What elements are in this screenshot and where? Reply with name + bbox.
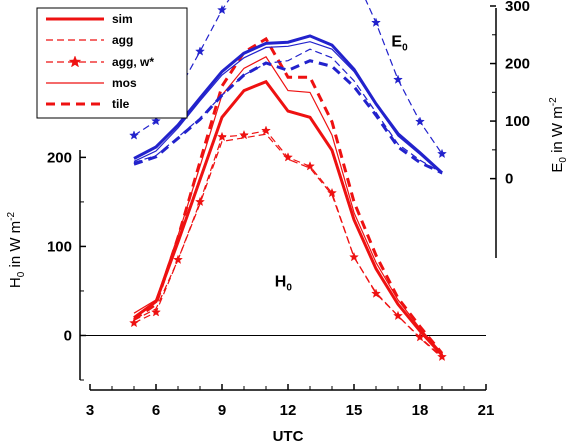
y-right-tick-label: 200 xyxy=(505,56,530,73)
y-left-tick-label: 0 xyxy=(64,327,72,344)
data-point-star xyxy=(415,332,425,342)
data-point-star xyxy=(437,351,447,362)
e0-annotation: E0 xyxy=(391,33,408,53)
legend-label-agg: agg xyxy=(112,33,133,47)
y-right-tick-label: 100 xyxy=(505,113,530,130)
y-left-tick-label: 100 xyxy=(47,238,72,255)
data-point-star xyxy=(151,307,161,317)
h0-annotation: H0 xyxy=(275,274,293,294)
data-point-star xyxy=(151,115,161,126)
data-point-star xyxy=(437,148,447,159)
series-line-h-agg xyxy=(133,133,443,359)
data-point-star xyxy=(239,129,249,140)
y-right-tick-label: 0 xyxy=(505,171,513,188)
series-line-e-tile xyxy=(133,59,443,175)
x-tick-label: 21 xyxy=(478,402,495,419)
y-right-tick-label: 300 xyxy=(505,0,530,15)
legend-label-sim: sim xyxy=(112,12,133,26)
data-point-star xyxy=(261,125,271,135)
data-point-star xyxy=(173,254,183,265)
legend-star-marker xyxy=(68,55,82,68)
legend: sim agg agg, w* mos tile xyxy=(36,7,188,119)
legend-label-tile: tile xyxy=(112,97,130,111)
x-tick-label: 15 xyxy=(346,402,363,419)
data-point-star xyxy=(129,317,139,328)
x-tick-label: 9 xyxy=(218,402,226,419)
data-point-star xyxy=(129,130,139,140)
x-tick-label: 6 xyxy=(152,402,160,419)
series-line-h-aggw xyxy=(133,130,443,358)
x-tick-label: 12 xyxy=(280,402,297,419)
data-point-star xyxy=(327,187,337,198)
data-point-star xyxy=(393,74,403,84)
data-point-star xyxy=(195,196,205,207)
data-point-star xyxy=(371,288,381,298)
data-point-star xyxy=(217,131,227,142)
x-tick-label: 3 xyxy=(86,402,94,419)
x-axis-title: UTC xyxy=(273,428,304,445)
y-axis-right-title: E0 in W m-2 xyxy=(548,97,569,173)
series-line-h-tile xyxy=(133,36,444,355)
legend-label-agg-wstar: agg, w* xyxy=(112,55,154,69)
data-point-star xyxy=(195,46,205,56)
x-tick-label: 18 xyxy=(412,402,429,419)
data-point-star xyxy=(349,251,359,262)
legend-box xyxy=(36,7,188,119)
y-left-tick-label: 200 xyxy=(47,149,72,166)
data-point-star xyxy=(371,17,381,27)
data-point-star xyxy=(217,4,227,15)
series-lines xyxy=(129,0,447,362)
series-line-h-sim xyxy=(133,79,444,357)
data-point-star xyxy=(415,116,425,126)
data-point-star xyxy=(283,152,293,162)
data-point-star xyxy=(393,310,403,321)
legend-label-mos: mos xyxy=(112,76,137,90)
data-point-star xyxy=(305,161,315,171)
series-line-e-mos xyxy=(133,41,443,175)
y-axis-left-title: H0 in W m-2 xyxy=(6,211,27,288)
